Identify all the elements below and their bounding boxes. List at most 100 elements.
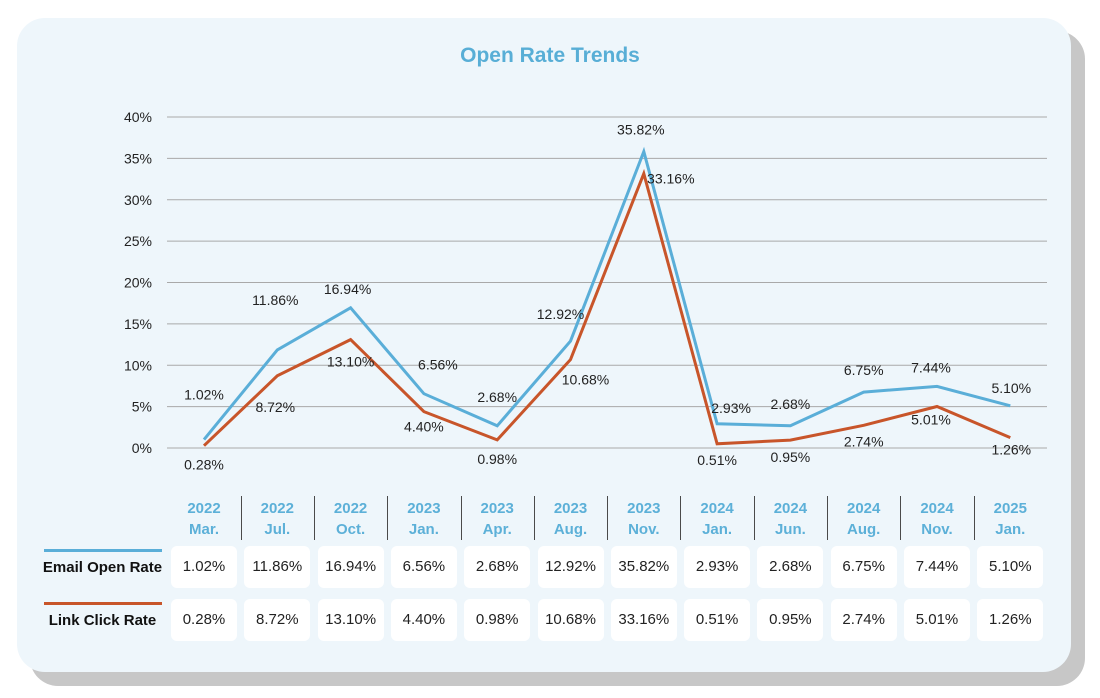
column-separator [900,496,902,540]
link-click-rate-cell: 4.40% [390,599,457,641]
email-open-rate-cell: 2.68% [757,546,824,588]
x-category-year: 2022 [260,500,294,517]
x-category-month: Aug. [553,521,588,538]
link-click-rate-label: 13.10% [327,354,374,370]
email-open-rate-line [202,146,1011,441]
email-open-rate-cell: 7.44% [904,546,970,588]
email-open-rate-label: 5.10% [991,380,1031,396]
x-category-label: 2023 Nov. [608,498,680,540]
x-category-label: 2022 Jul. [241,498,313,540]
x-category-year: 2023 [407,500,441,517]
x-category-year: 2024 [700,500,734,517]
link-click-rate-label: 0.95% [771,449,811,465]
column-separator [533,496,535,540]
link-click-rate-cell: 2.74% [830,599,897,641]
link-click-rate-label: 2.74% [844,433,884,449]
x-category-month: Mar. [188,521,219,538]
link-click-rate-cell: 8.72% [244,599,311,641]
x-category-month: Nov. [628,521,660,538]
x-category-label: 2024 Aug. [828,498,900,540]
x-category-year: 2024 [920,500,954,517]
email-open-rate-cell: 35.82% [610,546,677,588]
x-category-month: Jan. [702,521,733,538]
x-category-month: Apr. [482,521,512,538]
email-open-rate-label: 35.82% [617,122,664,138]
y-tick-label: 25% [124,233,152,249]
link-click-rate-cell: 33.16% [610,599,677,641]
x-category-label: 2024 Jan. [681,498,753,540]
link-click-rate-cell: 0.95% [757,599,824,641]
x-category-label: 2024 Nov. [901,498,973,540]
link-click-rate-legend-swatch [44,602,162,605]
x-category-year: 2025 [993,500,1027,517]
email-open-rate-label: 7.44% [911,359,951,375]
column-separator [973,496,975,540]
x-category-month: Jan. [408,521,439,538]
column-separator [680,496,682,540]
link-click-rate-label: 0.51% [697,452,737,468]
x-category-month: Aug. [847,521,881,538]
chart-title: Open Rate Trends [460,44,640,67]
link-click-rate-label: 1.26% [991,442,1031,458]
x-category-label: 2025 Jan. [974,498,1046,540]
email-open-rate-cell: 2.68% [464,546,531,588]
email-open-rate-label: 11.86% [252,292,298,308]
link-click-rate-cell: 0.51% [684,599,751,641]
y-tick-label: 0% [132,440,152,456]
email-open-rate-cell: 11.86% [244,546,311,588]
x-category-year: 2024 [773,500,808,517]
link-click-rate-label: 0.98% [477,451,517,467]
y-tick-label: 5% [132,399,152,415]
column-separator [460,496,462,540]
x-category-year: 2023 [553,500,588,517]
y-tick-label: 40% [124,109,152,125]
email-open-rate-label: 2.93% [711,400,751,416]
email-open-rate-cell: 6.75% [830,546,897,588]
link-click-rate-cell: 5.01% [904,599,970,641]
link-click-rate-cell: 0.98% [464,599,531,641]
email-open-rate-cell: 6.56% [390,546,457,588]
link-click-rate-legend-label: Link Click Rate [48,612,157,629]
x-category-label: 2023 Apr. [461,498,533,540]
email-open-rate-label: 2.68% [477,389,517,405]
email-open-rate-cell: 1.02% [171,546,237,588]
x-category-year: 2022 [333,500,368,517]
x-category-month: Nov. [921,521,953,538]
link-click-rate-label: 5.01% [911,412,951,428]
column-separator [827,496,829,540]
email-open-rate-label: 1.02% [184,387,224,403]
link-click-rate-cell: 10.68% [537,599,604,641]
email-open-rate-label: 6.75% [844,362,884,378]
link-click-rate-label: 4.40% [404,419,444,435]
link-click-rate-label: 8.72% [255,399,295,415]
column-separator [607,496,609,540]
email-open-rate-legend-label: Email Open Rate [42,559,163,576]
x-category-label: 2022 Mar. [168,498,240,540]
email-open-rate-legend-swatch [44,549,162,552]
link-click-rate-label: 0.28% [184,457,224,473]
link-click-rate-label: 33.16% [647,171,694,187]
y-tick-label: 35% [124,150,152,166]
x-category-month: Oct. [336,521,366,538]
x-category-month: Jun. [774,521,806,538]
email-open-rate-label: 2.68% [771,396,811,412]
y-tick-label: 15% [124,316,152,332]
column-separator [387,496,389,540]
x-category-year: 2023 [627,500,661,517]
email-open-rate-label: 16.94% [324,281,371,297]
y-tick-label: 30% [124,192,152,208]
link-click-rate-line [202,168,1011,447]
y-tick-label: 10% [124,357,152,373]
column-separator [240,496,242,540]
y-tick-label: 20% [124,275,152,291]
x-category-month: Jan. [995,521,1026,538]
email-open-rate-label: 6.56% [418,357,458,373]
email-open-rate-cell: 2.93% [684,546,751,588]
email-open-rate-cell: 16.94% [317,546,384,588]
x-category-label: 2023 Jan. [388,498,460,540]
column-separator [753,496,755,540]
link-click-rate-cell: 13.10% [317,599,384,641]
x-category-year: 2023 [480,500,514,517]
x-category-year: 2022 [187,500,221,517]
